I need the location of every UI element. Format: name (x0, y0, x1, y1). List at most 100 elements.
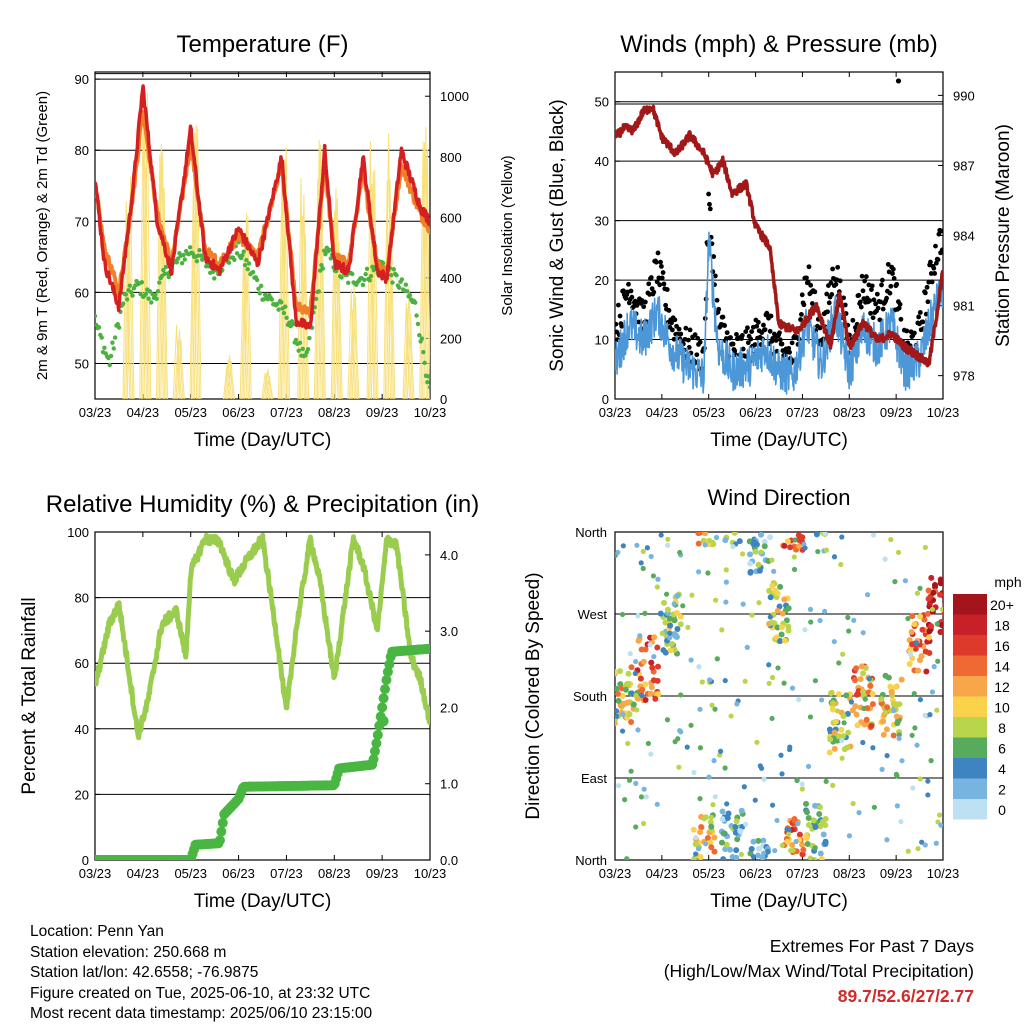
dewpoint-point (275, 301, 280, 307)
direction-point (917, 776, 923, 782)
dewpoint-point (391, 267, 397, 272)
direction-point (937, 577, 943, 584)
direction-point (657, 610, 664, 617)
direction-point (723, 579, 729, 585)
rh-y2tick-label: 2.0 (440, 700, 458, 715)
direction-point (674, 626, 681, 633)
direction-point (942, 602, 943, 607)
wind-ytick-label: 50 (595, 95, 609, 110)
direction-point (856, 810, 862, 816)
direction-point (791, 554, 797, 560)
dewpoint-point (157, 280, 162, 285)
direction-point (869, 690, 876, 697)
gust-point (928, 271, 934, 276)
gust-point (835, 264, 841, 270)
direction-point (758, 765, 765, 771)
direction-point (635, 613, 641, 619)
dewpoint-point (246, 261, 252, 266)
direction-point (644, 545, 650, 551)
dewpoint-point (194, 258, 200, 264)
dewpoint-point (175, 256, 181, 261)
direction-point (882, 556, 888, 562)
direction-point (915, 845, 921, 852)
direction-point (748, 846, 755, 853)
dewpoint-point (390, 280, 395, 285)
direction-point (860, 630, 866, 636)
gust-point (666, 308, 672, 313)
direction-point (691, 769, 697, 776)
direction-point (890, 701, 897, 708)
dewpoint-point (367, 278, 372, 283)
direction-point (835, 733, 842, 740)
direction-point (625, 680, 632, 687)
speed-legend-swatch (953, 696, 987, 717)
gust-point (812, 289, 818, 295)
direction-point (706, 774, 712, 780)
direction-point (731, 532, 738, 536)
dewpoint-point (368, 273, 374, 279)
direction-point (701, 816, 707, 822)
direction-point (615, 549, 621, 556)
temp-xtick-label: 10/23 (414, 405, 447, 420)
dewpoint-point (305, 346, 311, 352)
solar-series-line (156, 154, 164, 399)
direction-point (750, 854, 757, 860)
direction-point (781, 680, 787, 686)
direction-point (841, 720, 847, 726)
gust-point (787, 349, 792, 355)
gust-point (615, 321, 619, 327)
direction-point (934, 621, 940, 627)
direction-point (774, 590, 781, 597)
gust-point (740, 346, 746, 352)
direction-point (642, 681, 649, 688)
gust-point (863, 274, 869, 279)
gust-point (870, 315, 876, 321)
direction-point (621, 700, 628, 707)
direction-point (784, 538, 791, 545)
gust-point (716, 306, 722, 312)
direction-point (945, 595, 951, 601)
direction-point (843, 692, 850, 699)
gust-point (777, 337, 783, 343)
speed-legend-title: mph (994, 574, 1021, 590)
gust-point (929, 279, 935, 285)
direction-point (787, 544, 794, 551)
temp-xtick-label: 07/23 (270, 405, 303, 420)
direction-point (888, 689, 895, 696)
gust-point (917, 310, 923, 315)
dewpoint-point (112, 335, 118, 340)
dewpoint-point (108, 353, 114, 359)
direction-point (669, 641, 676, 648)
direction-point (936, 591, 943, 598)
gust-point (806, 264, 812, 270)
direction-point (626, 777, 633, 783)
direction-point (712, 597, 719, 603)
dewpoint-point (284, 315, 289, 320)
direction-point (831, 638, 837, 645)
direction-point (697, 829, 704, 836)
speed-legend-swatch (953, 799, 987, 820)
direction-point (938, 621, 943, 628)
solar-series-line (313, 179, 322, 399)
direction-point (718, 839, 725, 846)
gust-point (891, 275, 897, 281)
direction-point (851, 677, 858, 684)
wind-xtick-label: 09/23 (880, 405, 913, 420)
dewpoint-point (102, 345, 107, 351)
direction-point (928, 623, 935, 630)
dewpoint-point (414, 313, 419, 318)
wind-xtick-label: 04/23 (646, 405, 679, 420)
direction-point (868, 722, 875, 729)
direction-point (707, 677, 713, 683)
dir-xlabel: Time (Day/UTC) (710, 891, 848, 912)
direction-point (628, 719, 635, 726)
temp-ytick-label: 60 (75, 285, 89, 300)
gust-point (916, 314, 922, 320)
direction-point (807, 714, 814, 720)
solar-series-line (157, 143, 166, 399)
wind-xtick-label: 05/23 (692, 405, 725, 420)
direction-point (769, 802, 776, 808)
direction-point (860, 670, 867, 677)
direction-point (663, 591, 670, 597)
temp-ytick-label: 70 (75, 214, 89, 229)
